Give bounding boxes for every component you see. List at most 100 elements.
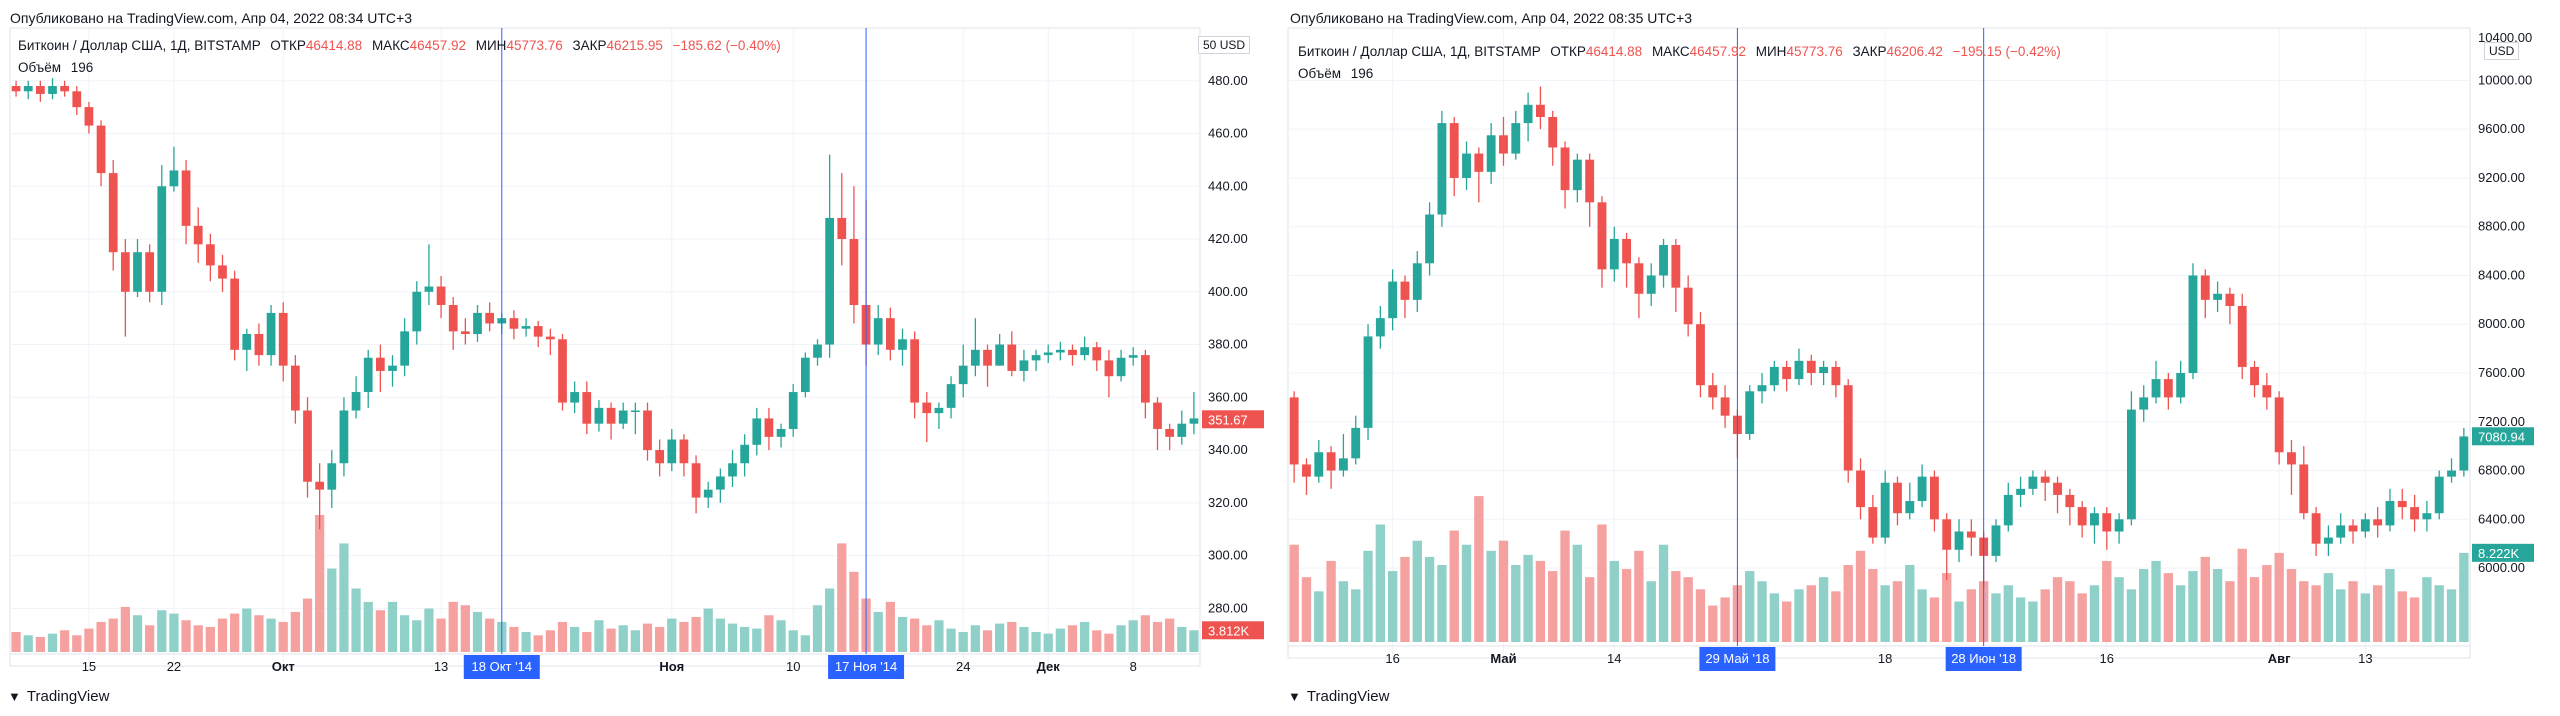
candle-body	[2213, 293, 2223, 300]
y-tick-label: 280.00	[1208, 600, 1248, 615]
currency-button[interactable]: 50 USD	[1198, 36, 1251, 54]
volume-label: Объём	[18, 60, 62, 75]
last-volume-badge	[2472, 543, 2534, 562]
volume-bar	[1991, 593, 2001, 642]
volume-bar	[1929, 597, 1940, 642]
volume-bar	[1177, 626, 1187, 652]
candle-body	[1189, 418, 1199, 424]
legend-symbol: Биткоин / Доллар США, 1Д, BITSTAMP	[18, 38, 261, 53]
volume-bar	[2139, 569, 2149, 642]
candle-body	[1782, 366, 1792, 380]
candle-body	[1425, 214, 1435, 264]
candle-body	[1511, 123, 1521, 154]
x-tick-label: 8	[1130, 659, 1137, 674]
candle-body	[2385, 501, 2395, 526]
candle-body	[1314, 452, 1324, 477]
volume-bar	[849, 571, 859, 652]
legend-close-label: ЗАКР	[572, 38, 607, 53]
y-tick-label: 380.00	[1208, 337, 1248, 352]
candle-body	[60, 86, 70, 92]
volume-bar	[533, 635, 543, 652]
volume-bar	[412, 620, 422, 652]
x-tick-label: Май	[1490, 651, 1516, 666]
volume-bar	[2065, 581, 2075, 642]
candle-body	[242, 334, 252, 350]
candle-body	[922, 402, 932, 414]
volume-bar	[910, 618, 920, 652]
y-tick-label: 320.00	[1208, 495, 1248, 510]
candle-body	[278, 312, 288, 366]
candle-body	[1523, 104, 1533, 124]
volume-bar	[157, 610, 167, 652]
volume-bar	[752, 628, 762, 652]
candle-body	[813, 344, 822, 358]
candle-body	[2090, 513, 2099, 526]
candle-body	[1966, 531, 1976, 538]
candle-body	[2274, 397, 2284, 453]
candle-body	[2016, 488, 2026, 495]
volume-bar	[2089, 585, 2100, 642]
volume-bar	[2459, 552, 2469, 642]
candle-body	[983, 349, 992, 366]
candle-body	[533, 326, 543, 337]
volume-bar	[351, 588, 361, 652]
x-tick-label: 13	[2358, 651, 2372, 666]
volume-bar	[1905, 565, 1915, 642]
volume-bar	[1375, 524, 1386, 642]
candle-body	[424, 286, 434, 292]
candle-body	[1929, 476, 1939, 520]
candle-body	[1622, 238, 1632, 264]
legend-row: Биткоин / Доллар США, 1Д, BITSTAMP ОТКР4…	[18, 38, 781, 53]
volume-bar	[254, 615, 264, 652]
currency-button[interactable]: USD	[2484, 42, 2520, 60]
volume-bar	[2422, 577, 2432, 642]
volume-bar	[132, 615, 143, 652]
right-chart-panel: Опубликовано на TradingView.com, Апр 04,…	[1280, 0, 2560, 716]
left-chart-canvas[interactable]: 480.00 460.00 440.00 420.00 400.00 380.00 360.…	[0, 0, 1275, 716]
volume-bar	[521, 631, 531, 652]
volume-bar	[2274, 552, 2284, 642]
legend-symbol: Биткоин / Доллар США, 1Д, BITSTAMP	[1298, 44, 1541, 59]
date-marker-badge	[1699, 647, 1776, 671]
candle-body	[145, 252, 155, 292]
volume-bar	[703, 608, 713, 652]
volume-bar	[727, 623, 738, 652]
volume-bar	[2372, 585, 2383, 642]
volume-bar	[400, 615, 410, 652]
currency-label: USD	[2489, 44, 2515, 58]
volume-bar	[2003, 585, 2013, 642]
candle-body	[1080, 347, 1090, 356]
volume-bar	[302, 598, 313, 652]
volume-bar	[1769, 593, 1780, 642]
candle-body	[1696, 324, 1705, 386]
volume-bar	[1031, 631, 1041, 652]
volume-bar	[1609, 560, 1619, 642]
volume-legend: Объём 196	[18, 60, 93, 75]
y-tick-label: 8400.00	[2478, 267, 2525, 282]
x-tick-label: 16	[1385, 651, 1399, 666]
x-tick-label: Авг	[2268, 651, 2291, 666]
volume-bar	[1461, 544, 1472, 642]
last-volume-label: 8.222K	[2478, 546, 2520, 561]
volume-bar	[2175, 585, 2186, 642]
volume-bar	[1855, 550, 1866, 642]
candle-body	[849, 239, 859, 305]
candle-body	[1363, 336, 1373, 428]
candle-body	[873, 318, 883, 345]
volume-bar	[2409, 597, 2420, 642]
y-tick-label: 7600.00	[2478, 365, 2525, 380]
volume-bar	[108, 618, 118, 652]
volume-bar	[788, 630, 798, 652]
volume-bar	[1548, 571, 1558, 642]
candle-body	[1302, 464, 1311, 477]
volume-bar	[375, 610, 385, 652]
candle-body	[1769, 366, 1779, 386]
candle-body	[2459, 436, 2469, 471]
volume-bar	[1165, 618, 1175, 652]
right-chart-canvas[interactable]: 10000.00 9600.00 9200.00 8800.00 8400.00 8000…	[1280, 0, 2560, 716]
brand-label: TradingView	[26, 688, 110, 705]
candle-body	[133, 252, 142, 292]
volume-bar	[1745, 571, 1755, 642]
candle-body	[1585, 159, 1595, 203]
candle-body	[448, 304, 458, 332]
